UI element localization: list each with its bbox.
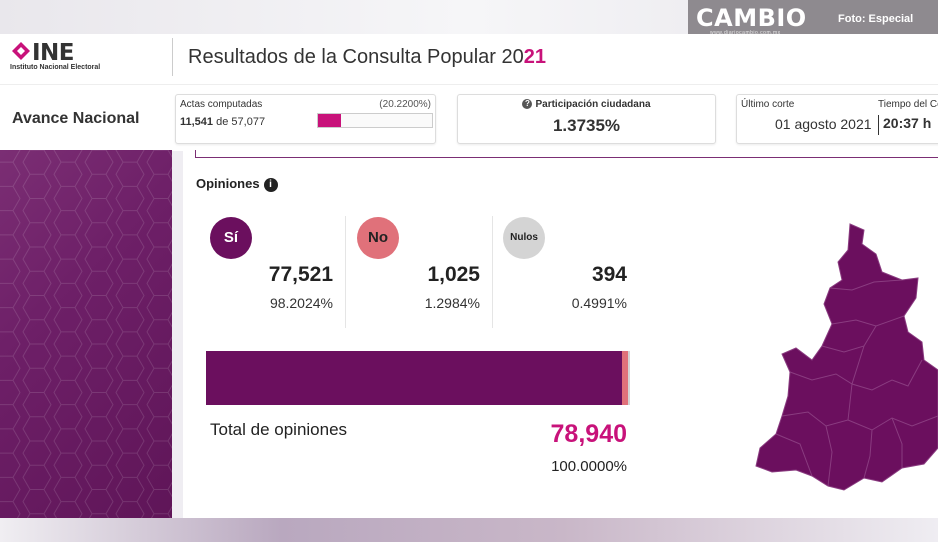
option-nulos-badge: Nulos: [503, 217, 545, 259]
ine-logo-text: INE: [32, 40, 75, 66]
watermark-brand: CAMBIO: [696, 4, 807, 32]
total-percent: 100.0000%: [551, 458, 627, 475]
ine-logo-icon: [12, 42, 30, 60]
page-title: Resultados de la Consulta Popular 2021: [188, 46, 547, 68]
option-nulos-votes: 394: [591, 263, 627, 286]
participacion-label[interactable]: ? Participación ciudadana: [458, 99, 715, 110]
option-no-votes: 1,025: [427, 263, 480, 286]
corte-time: 20:37 h: [883, 115, 932, 131]
watermark: CAMBIO www.diariocambio.com.mx Foto: Esp…: [688, 0, 938, 40]
puebla-map-icon[interactable]: [752, 220, 938, 495]
option-si-badge: Sí: [210, 217, 252, 259]
bottom-background: [0, 518, 938, 542]
option-no-badge: No: [357, 217, 399, 259]
opiniones-title: Opiniones i: [196, 176, 278, 192]
bar-segment-no: [622, 351, 628, 405]
bar-segment-nulos: [627, 351, 630, 405]
actas-label: Actas computadas: [180, 99, 263, 110]
app-header: [0, 34, 938, 84]
decorative-sidebar: [0, 150, 172, 518]
total-votes: 78,940: [550, 420, 627, 448]
panel-top-border: [195, 150, 938, 158]
actas-percent: (20.2200%): [379, 99, 431, 110]
option-no-percent: 1.2984%: [424, 295, 480, 311]
section-label: Avance Nacional: [12, 110, 140, 127]
opinion-distribution-bar: [206, 351, 630, 405]
corte-card: Último corte 01 agosto 2021 Tiempo del C…: [736, 94, 938, 144]
photo-credit: Foto: Especial: [838, 13, 914, 25]
option-si-percent: 98.2024%: [269, 295, 333, 311]
hexagon-pattern-icon: [0, 150, 172, 518]
actas-count: 11,541 de 57,077: [180, 116, 266, 128]
watermark-site: www.diariocambio.com.mx: [710, 30, 781, 36]
participacion-value: 1.3735%: [552, 116, 621, 135]
option-nulos-percent: 0.4991%: [571, 295, 627, 311]
info-icon[interactable]: i: [263, 177, 278, 192]
corte-divider: [878, 115, 879, 135]
corte-label: Último corte: [741, 99, 795, 110]
actas-card: Actas computadas (20.2200%) 11,541 de 57…: [175, 94, 436, 144]
option-si-votes: 77,521: [268, 263, 333, 286]
actas-progress-fill: [318, 114, 342, 127]
ine-logo[interactable]: INE Instituto Nacional Electoral: [10, 40, 130, 74]
corte-date: 01 agosto 2021: [775, 116, 872, 132]
participacion-card: ? Participación ciudadana 1.3735%: [457, 94, 716, 144]
time-label: Tiempo del Ce: [878, 99, 938, 110]
page-title-year: 21: [523, 46, 547, 68]
header-divider: [172, 38, 173, 76]
column-divider: [345, 216, 346, 328]
ine-logo-subtitle: Instituto Nacional Electoral: [10, 64, 101, 71]
actas-progress-bar: [317, 113, 433, 128]
column-divider: [492, 216, 493, 328]
total-label: Total de opiniones: [210, 420, 348, 439]
question-icon[interactable]: ?: [522, 99, 533, 110]
bar-segment-si: [206, 351, 623, 405]
